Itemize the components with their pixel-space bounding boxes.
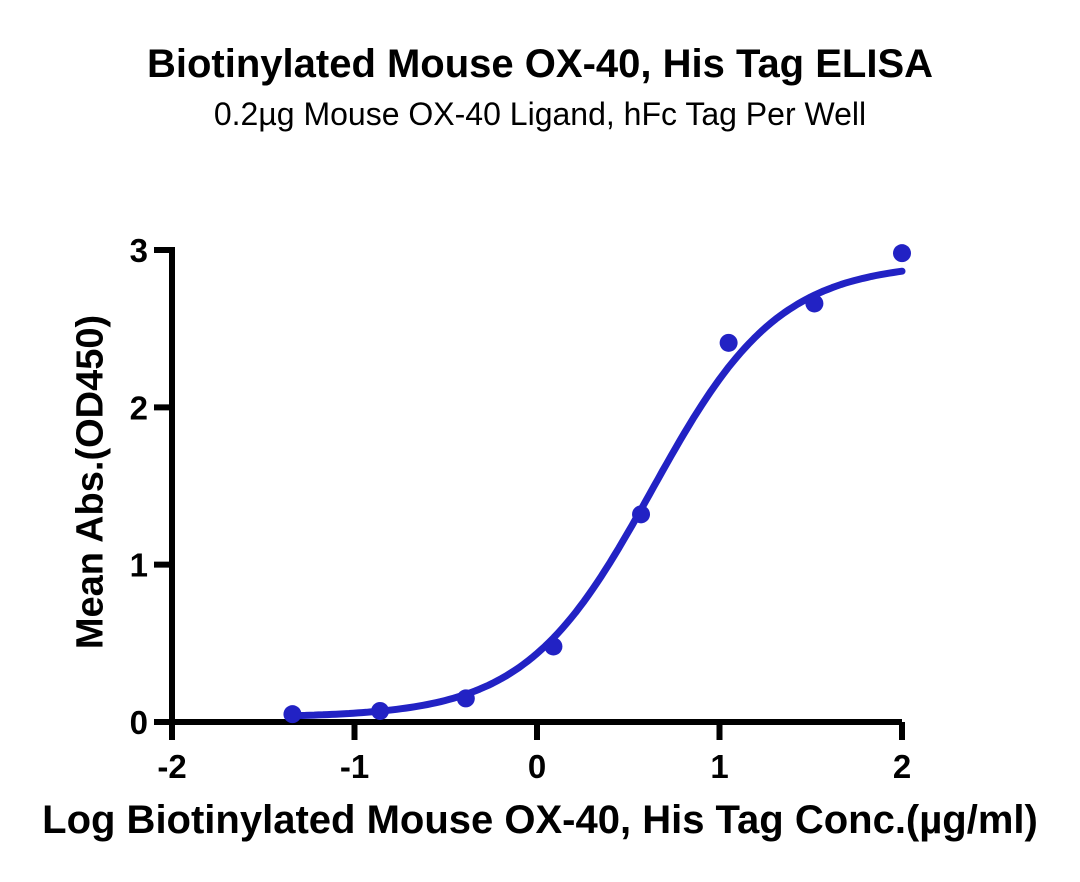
y-tick-label: 0 bbox=[130, 704, 148, 741]
x-axis-label: Log Biotinylated Mouse OX-40, His Tag Co… bbox=[42, 798, 1038, 842]
data-point bbox=[632, 505, 651, 524]
data-point bbox=[719, 333, 738, 352]
data-point bbox=[544, 637, 563, 656]
figure-subtitle: 0.2µg Mouse OX-40 Ligand, hFc Tag Per We… bbox=[213, 96, 867, 132]
fit-curve bbox=[288, 267, 906, 720]
x-tick-label: -2 bbox=[157, 748, 186, 785]
data-point bbox=[893, 244, 911, 263]
x-tick-label: 2 bbox=[893, 748, 911, 785]
data-point bbox=[456, 689, 475, 708]
x-tick-label: 0 bbox=[528, 748, 546, 785]
y-tick-label: 1 bbox=[130, 547, 148, 584]
y-tick-label: 2 bbox=[130, 389, 148, 426]
data-point bbox=[283, 705, 302, 724]
data-point bbox=[371, 701, 390, 720]
y-tick-label: 3 bbox=[130, 232, 148, 269]
x-tick-label: -1 bbox=[340, 748, 369, 785]
figure-title: Biotinylated Mouse OX-40, His Tag ELISA bbox=[146, 42, 934, 86]
data-point bbox=[805, 294, 824, 313]
x-tick-label: 1 bbox=[710, 748, 728, 785]
